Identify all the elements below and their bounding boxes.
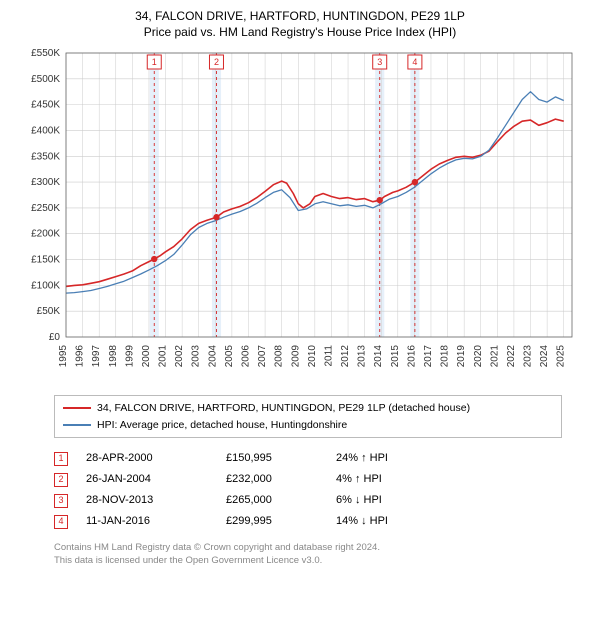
chart-plot-area: £0 £50K £100K £150K £200K £250K £300K £350K £400…: [20, 45, 580, 385]
transaction-price: £299,995: [226, 511, 336, 532]
transaction-date: 11-JAN-2016: [86, 511, 226, 532]
svg-text:2015: 2015: [390, 344, 401, 367]
svg-text:2008: 2008: [274, 344, 285, 367]
svg-text:2017: 2017: [423, 344, 434, 367]
transaction-marker-number: 4: [54, 515, 68, 529]
svg-text:2003: 2003: [191, 344, 202, 367]
legend-box: 34, FALCON DRIVE, HARTFORD, HUNTINGDON, …: [54, 395, 562, 439]
svg-text:2020: 2020: [473, 344, 484, 367]
svg-text:2025: 2025: [556, 344, 567, 367]
transaction-marker-number: 3: [54, 494, 68, 508]
transaction-hpi-diff: 24% ↑ HPI: [336, 448, 456, 469]
svg-text:£150K: £150K: [31, 254, 60, 265]
transaction-hpi-diff: 6% ↓ HPI: [336, 490, 456, 511]
svg-text:2023: 2023: [523, 344, 534, 367]
transaction-price: £265,000: [226, 490, 336, 511]
footer-line1: Contains HM Land Registry data © Crown c…: [54, 542, 562, 555]
transaction-date: 28-APR-2000: [86, 448, 226, 469]
svg-text:£300K: £300K: [31, 177, 60, 188]
svg-text:£200K: £200K: [31, 229, 60, 240]
legend-swatch: [63, 407, 91, 409]
footer-attribution: Contains HM Land Registry data © Crown c…: [54, 542, 562, 568]
transaction-price: £150,995: [226, 448, 336, 469]
transaction-hpi-diff: 14% ↓ HPI: [336, 511, 456, 532]
svg-text:£250K: £250K: [31, 203, 60, 214]
transaction-hpi-diff: 4% ↑ HPI: [336, 469, 456, 490]
transaction-row: 2 26-JAN-2004£232,0004% ↑ HPI: [54, 469, 562, 490]
svg-text:2018: 2018: [440, 344, 451, 367]
svg-text:2001: 2001: [158, 344, 169, 367]
svg-text:1: 1: [152, 57, 157, 67]
legend-row: HPI: Average price, detached house, Hunt…: [63, 417, 553, 434]
legend-swatch: [63, 424, 91, 426]
chart-title-line2: Price paid vs. HM Land Registry's House …: [10, 25, 590, 39]
svg-text:4: 4: [412, 57, 417, 67]
transaction-row: 3 28-NOV-2013£265,0006% ↓ HPI: [54, 490, 562, 511]
transaction-marker-number: 2: [54, 473, 68, 487]
svg-text:£50K: £50K: [37, 306, 61, 317]
svg-text:2002: 2002: [174, 344, 185, 367]
svg-text:£550K: £550K: [31, 48, 60, 59]
svg-text:2024: 2024: [539, 344, 550, 367]
svg-text:2005: 2005: [224, 344, 235, 367]
svg-text:£400K: £400K: [31, 125, 60, 136]
svg-text:£0: £0: [49, 332, 61, 343]
legend-row: 34, FALCON DRIVE, HARTFORD, HUNTINGDON, …: [63, 400, 553, 417]
svg-text:2004: 2004: [207, 344, 218, 367]
svg-text:2019: 2019: [456, 344, 467, 367]
svg-text:1999: 1999: [124, 344, 135, 367]
svg-text:2022: 2022: [506, 344, 517, 367]
svg-text:2000: 2000: [141, 344, 152, 367]
transaction-row: 1 28-APR-2000£150,99524% ↑ HPI: [54, 448, 562, 469]
svg-text:1996: 1996: [75, 344, 86, 367]
svg-text:1998: 1998: [108, 344, 119, 367]
svg-text:2011: 2011: [323, 344, 334, 366]
legend-label: 34, FALCON DRIVE, HARTFORD, HUNTINGDON, …: [97, 400, 470, 417]
svg-text:2006: 2006: [240, 344, 251, 367]
svg-text:2021: 2021: [489, 344, 500, 367]
svg-text:1995: 1995: [58, 344, 69, 367]
transaction-date: 26-JAN-2004: [86, 469, 226, 490]
footer-line2: This data is licensed under the Open Gov…: [54, 555, 562, 568]
svg-text:1997: 1997: [91, 344, 102, 367]
svg-text:2013: 2013: [357, 344, 368, 367]
svg-text:3: 3: [377, 57, 382, 67]
transaction-price: £232,000: [226, 469, 336, 490]
transaction-table: 1 28-APR-2000£150,99524% ↑ HPI 2 26-JAN-200…: [54, 448, 562, 532]
svg-text:2007: 2007: [257, 344, 268, 367]
chart-title-line1: 34, FALCON DRIVE, HARTFORD, HUNTINGDON, …: [10, 8, 590, 25]
svg-text:£350K: £350K: [31, 151, 60, 162]
svg-text:2: 2: [214, 57, 219, 67]
chart-container: 34, FALCON DRIVE, HARTFORD, HUNTINGDON, …: [0, 0, 600, 578]
transaction-marker-number: 1: [54, 452, 68, 466]
svg-text:2009: 2009: [290, 344, 301, 367]
transaction-row: 4 11-JAN-2016£299,99514% ↓ HPI: [54, 511, 562, 532]
svg-text:£100K: £100K: [31, 280, 60, 291]
legend-label: HPI: Average price, detached house, Hunt…: [97, 417, 347, 434]
svg-text:2016: 2016: [406, 344, 417, 367]
svg-text:£450K: £450K: [31, 99, 60, 110]
svg-text:2012: 2012: [340, 344, 351, 367]
svg-text:2014: 2014: [373, 344, 384, 367]
chart-svg: £0 £50K £100K £150K £200K £250K £300K £350K £400…: [20, 45, 580, 385]
svg-text:2010: 2010: [307, 344, 318, 367]
transaction-date: 28-NOV-2013: [86, 490, 226, 511]
svg-text:£500K: £500K: [31, 74, 60, 85]
